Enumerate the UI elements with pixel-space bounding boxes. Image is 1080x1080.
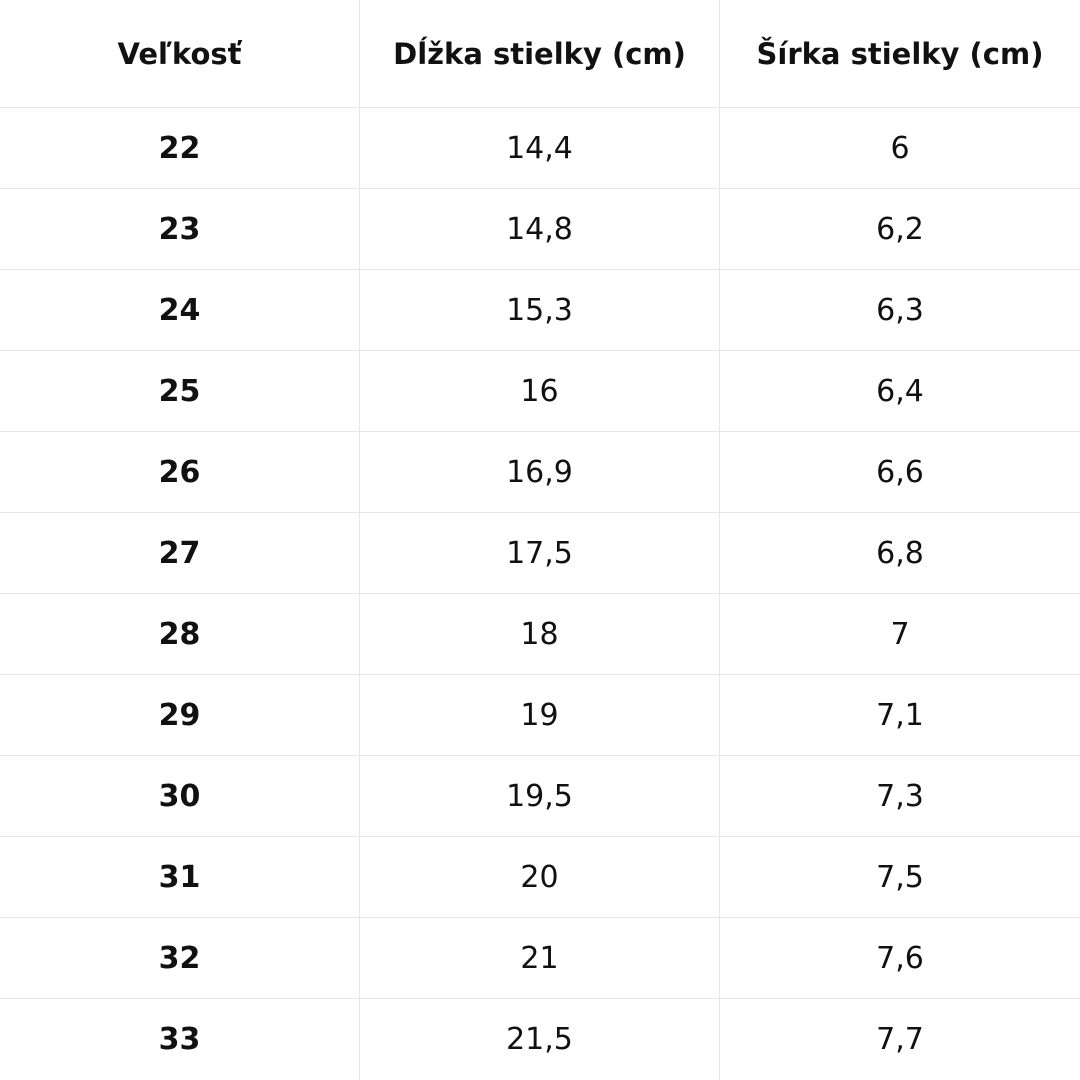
size-cell: 27 (0, 513, 360, 594)
value-cell: 7 (720, 594, 1080, 675)
value-cell: 7,1 (720, 675, 1080, 756)
size-cell: 26 (0, 432, 360, 513)
value-cell: 19 (360, 675, 720, 756)
value-cell: 7,5 (720, 837, 1080, 918)
value-cell: 21 (360, 918, 720, 999)
size-cell: 22 (0, 108, 360, 189)
value-cell: 16 (360, 351, 720, 432)
value-cell: 14,4 (360, 108, 720, 189)
size-cell: 28 (0, 594, 360, 675)
value-cell: 6 (720, 108, 1080, 189)
header-cell: Dĺžka stielky (cm) (360, 0, 720, 108)
value-cell: 16,9 (360, 432, 720, 513)
value-cell: 7,3 (720, 756, 1080, 837)
value-cell: 7,6 (720, 918, 1080, 999)
value-cell: 20 (360, 837, 720, 918)
size-cell: 29 (0, 675, 360, 756)
value-cell: 6,2 (720, 189, 1080, 270)
value-cell: 19,5 (360, 756, 720, 837)
value-cell: 17,5 (360, 513, 720, 594)
value-cell: 6,6 (720, 432, 1080, 513)
size-cell: 24 (0, 270, 360, 351)
value-cell: 18 (360, 594, 720, 675)
value-cell: 21,5 (360, 999, 720, 1080)
size-cell: 25 (0, 351, 360, 432)
value-cell: 6,4 (720, 351, 1080, 432)
header-cell: Šírka stielky (cm) (720, 0, 1080, 108)
value-cell: 7,7 (876, 1022, 924, 1057)
value-cell: 14,8 (360, 189, 720, 270)
value-cell: 15,3 (360, 270, 720, 351)
value-cell: 6,3 (720, 270, 1080, 351)
size-cell: 33 (0, 999, 360, 1080)
size-cell: 32 (0, 918, 360, 999)
size-cell: 31 (0, 837, 360, 918)
size-cell: 30 (0, 756, 360, 837)
value-cell: 6,8 (720, 513, 1080, 594)
header-cell: Veľkosť (0, 0, 360, 108)
size-cell: 23 (0, 189, 360, 270)
